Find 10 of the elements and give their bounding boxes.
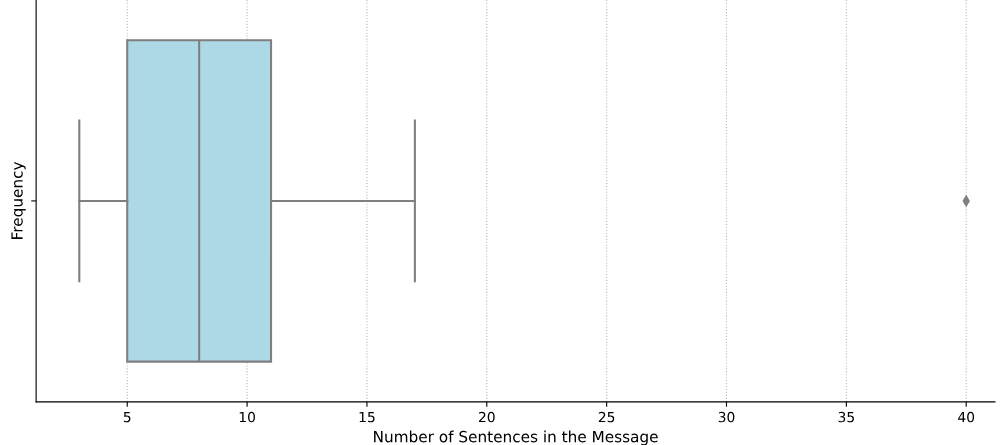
x-tick-label: 40 [958,411,975,423]
x-tick-label: 25 [598,411,615,423]
x-tick-label: 20 [478,411,495,423]
x-tick-label: 10 [239,411,255,423]
x-tick-label: 30 [718,411,735,423]
x-axis-title: Number of Sentences in the Message [374,430,658,445]
x-tick-label: 35 [838,411,854,423]
x-tick-label: 15 [359,411,375,423]
y-axis-title: Frequency [11,161,26,239]
x-tick-label: 5 [123,411,131,423]
